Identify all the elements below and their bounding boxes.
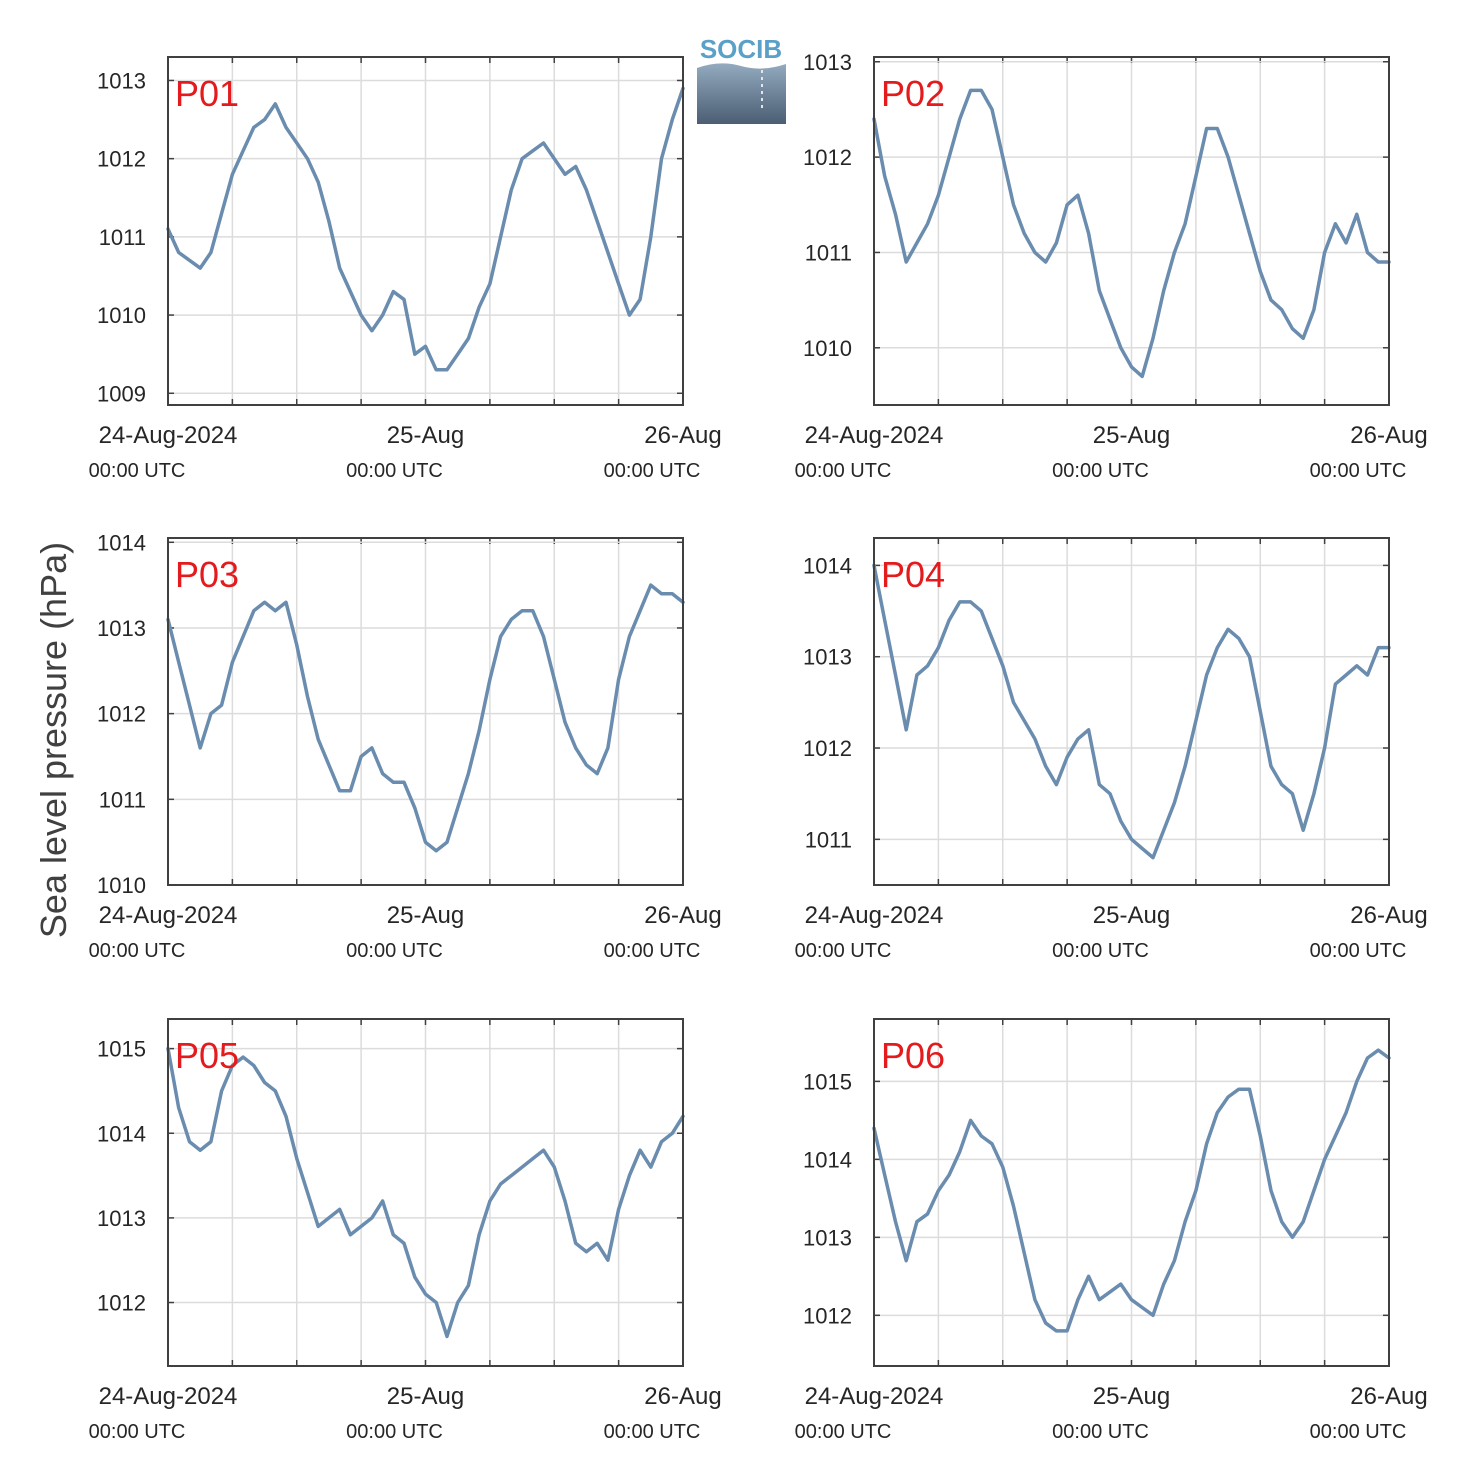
panel-p01: 1009 1010 1011 1012 1013 24-Aug-2024 00:00 UTC… — [89, 56, 722, 482]
y-tick-label: 1014 — [97, 530, 146, 555]
axes-box — [167, 537, 684, 886]
x-tick-label: 26-Aug — [644, 422, 721, 449]
y-tick-label: 1013 — [97, 616, 146, 641]
axes-box — [167, 1018, 684, 1367]
axes-box — [167, 56, 684, 406]
y-tick-label: 1011 — [99, 225, 146, 250]
axes-box — [873, 537, 1390, 886]
x-tick-label: 26-Aug — [644, 1383, 721, 1410]
y-tick-label: 1013 — [803, 1225, 852, 1250]
panel-label: P05 — [175, 1035, 239, 1076]
y-tick-label: 1015 — [97, 1037, 146, 1062]
y-tick-label: 1012 — [97, 147, 146, 172]
x-tick-sublabel: 00:00 UTC — [604, 460, 701, 482]
y-tick-label: 1011 — [99, 787, 146, 812]
y-tick-label: 1011 — [805, 827, 852, 852]
x-tick-sublabel: 00:00 UTC — [604, 1421, 701, 1443]
series-line — [872, 563, 1391, 860]
panel-label: P04 — [881, 554, 945, 595]
y-tick-label: 1011 — [805, 240, 852, 265]
x-tick-label: 24-Aug-2024 — [99, 422, 238, 449]
y-tick-label: 1014 — [97, 1121, 146, 1146]
x-tick-sublabel: 00:00 UTC — [89, 940, 186, 962]
y-tick-label: 1012 — [97, 702, 146, 727]
panel-p03: 1010 1011 1012 1013 1014 24-Aug-2024 00:00 UTC… — [89, 530, 722, 962]
axes-box — [873, 56, 1390, 406]
y-tick-label: 1014 — [803, 553, 852, 578]
y-tick-label: 1012 — [803, 145, 852, 170]
panel-label: P03 — [175, 554, 239, 595]
y-tick-label: 1010 — [97, 873, 146, 898]
x-tick-label: 24-Aug-2024 — [99, 1383, 238, 1410]
panel-p05: 1012 1013 1014 1015 24-Aug-2024 00:00 UTC 25-A… — [89, 1018, 722, 1443]
x-tick-label: 25-Aug — [387, 422, 464, 449]
x-tick-sublabel: 00:00 UTC — [89, 460, 186, 482]
x-tick-sublabel: 00:00 UTC — [1052, 460, 1149, 482]
y-tick-label: 1010 — [97, 303, 146, 328]
socib-logo: SOCIB — [697, 34, 786, 124]
x-tick-label: 24-Aug-2024 — [805, 422, 944, 449]
x-tick-sublabel: 00:00 UTC — [1310, 940, 1407, 962]
panel-label: P02 — [881, 73, 945, 114]
x-tick-sublabel: 00:00 UTC — [795, 1421, 892, 1443]
x-tick-sublabel: 00:00 UTC — [1310, 1421, 1407, 1443]
x-tick-label: 25-Aug — [1093, 902, 1170, 929]
x-tick-sublabel: 00:00 UTC — [346, 1421, 443, 1443]
series-line — [166, 1046, 685, 1339]
x-tick-label: 26-Aug — [1350, 422, 1427, 449]
y-tick-label: 1012 — [97, 1291, 146, 1316]
x-tick-label: 25-Aug — [387, 902, 464, 929]
x-tick-label: 24-Aug-2024 — [99, 902, 238, 929]
y-tick-label: 1015 — [803, 1069, 852, 1094]
logo-text: SOCIB — [700, 34, 782, 64]
x-tick-label: 26-Aug — [1350, 902, 1427, 929]
y-axis-label: Sea level pressure (hPa) — [33, 542, 74, 938]
panel-p02: 1010 1011 1012 1013 24-Aug-2024 00:00 UTC 25-A… — [795, 50, 1428, 482]
x-tick-sublabel: 00:00 UTC — [1052, 1421, 1149, 1443]
x-tick-sublabel: 00:00 UTC — [346, 940, 443, 962]
y-tick-label: 1013 — [97, 1206, 146, 1231]
x-tick-sublabel: 00:00 UTC — [795, 460, 892, 482]
x-tick-sublabel: 00:00 UTC — [604, 940, 701, 962]
y-tick-label: 1013 — [97, 68, 146, 93]
x-tick-sublabel: 00:00 UTC — [89, 1421, 186, 1443]
panel-label: P06 — [881, 1035, 945, 1076]
series-line — [166, 86, 685, 372]
y-tick-label: 1012 — [803, 736, 852, 761]
x-tick-sublabel: 00:00 UTC — [1310, 460, 1407, 482]
x-tick-label: 24-Aug-2024 — [805, 902, 944, 929]
x-tick-sublabel: 00:00 UTC — [1052, 940, 1149, 962]
series-line — [872, 88, 1391, 379]
y-tick-label: 1013 — [803, 50, 852, 75]
series-line — [166, 583, 685, 853]
panel-label: P01 — [175, 73, 239, 114]
x-tick-label: 24-Aug-2024 — [805, 1383, 944, 1410]
y-tick-label: 1013 — [803, 645, 852, 670]
x-tick-label: 26-Aug — [644, 902, 721, 929]
panel-p06: 1012 1013 1014 1015 24-Aug-2024 00:00 UTC 25-A… — [795, 1018, 1428, 1443]
y-tick-label: 1014 — [803, 1147, 852, 1172]
x-tick-label: 25-Aug — [1093, 1383, 1170, 1410]
x-tick-label: 26-Aug — [1350, 1383, 1427, 1410]
x-tick-label: 25-Aug — [1093, 422, 1170, 449]
axes-box — [873, 1018, 1390, 1367]
y-tick-label: 1010 — [803, 336, 852, 361]
x-tick-sublabel: 00:00 UTC — [346, 460, 443, 482]
x-tick-label: 25-Aug — [387, 1383, 464, 1410]
x-tick-sublabel: 00:00 UTC — [795, 940, 892, 962]
series-line — [872, 1048, 1391, 1333]
y-tick-label: 1009 — [97, 381, 146, 406]
panel-p04: 1011 1012 1013 1014 24-Aug-2024 00:00 UTC 25-A… — [795, 537, 1428, 962]
y-tick-label: 1012 — [803, 1303, 852, 1328]
